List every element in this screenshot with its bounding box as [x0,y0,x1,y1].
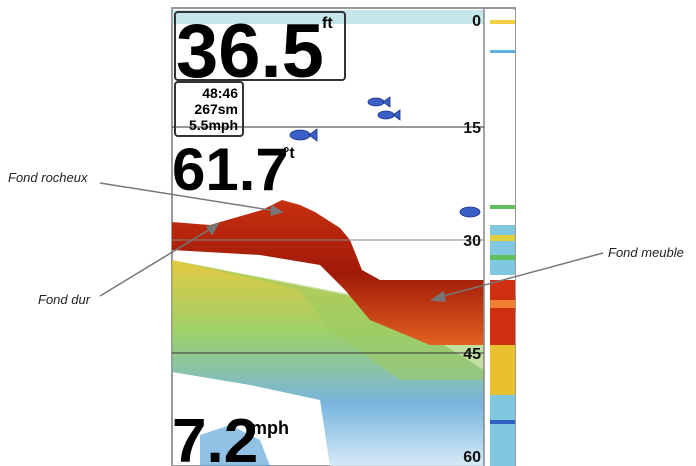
temperature: 61.7 [172,136,289,203]
speed: 7.2 [172,407,258,466]
fish-icons [289,96,481,218]
depth-scale-label: 60 [463,449,481,466]
speed-small: 5.5mph [189,117,238,133]
depth-scale-label: 0 [472,13,481,30]
callout-label: Fond meuble [608,245,684,260]
depth-scale-label: 15 [463,120,481,137]
color-bar [490,20,515,466]
temperature-unit: °t [283,145,295,162]
depth-scale-label: 30 [463,233,481,250]
time: 48:46 [202,85,238,101]
speed-unit: mph [251,418,289,438]
depth-unit: ft [322,15,333,32]
depth-scale-label: 45 [463,346,481,363]
depth-readout: 36.5 [176,9,324,94]
sonar-screen [171,7,516,466]
distance: 267sm [194,101,238,117]
callout-label: Fond dur [38,292,91,307]
callout-lines [99,182,604,302]
depth-scale: 0 15 30 45 60 [463,13,481,466]
callout-label: Fond rocheux [8,170,88,185]
